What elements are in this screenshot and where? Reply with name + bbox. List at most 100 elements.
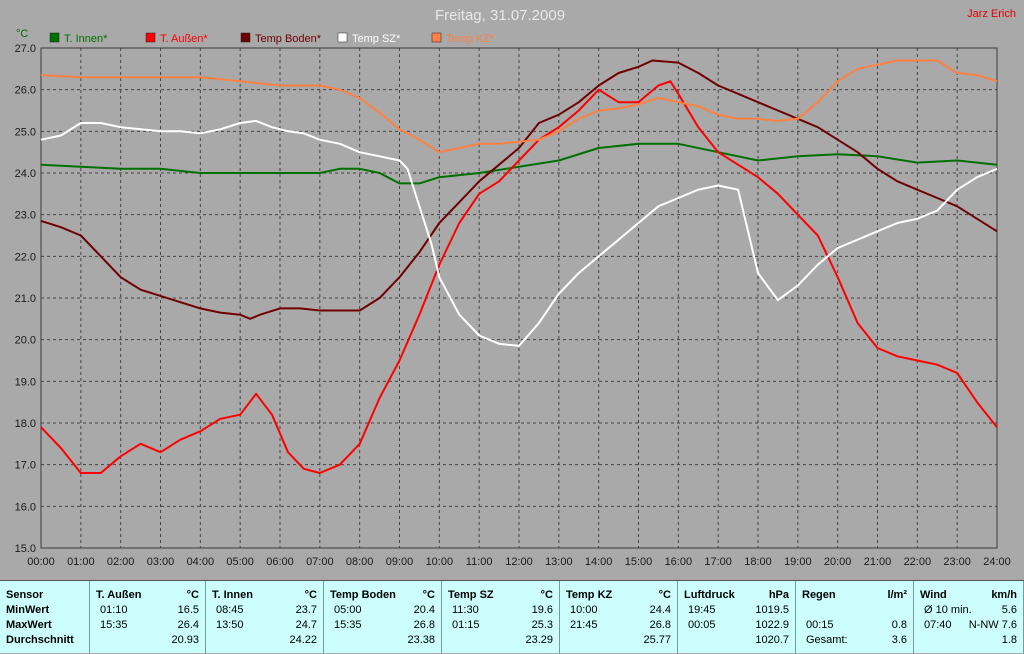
stats-column: Regen l/m² 00:15 0.8 Gesamt: 3.6 (796, 581, 914, 654)
x-tick-label: 00:00 (27, 556, 55, 568)
x-tick-label: 20:00 (824, 556, 852, 568)
y-tick-label: 17.0 (15, 460, 36, 472)
x-tick-label: 05:00 (226, 556, 254, 568)
x-tick-label: 08:00 (346, 556, 374, 568)
stats-column-unit: °C (304, 589, 317, 601)
x-tick-label: 09:00 (386, 556, 414, 568)
stats-min-time: Ø 10 min. (924, 604, 972, 616)
stats-max-row: 00:15 0.8 (796, 619, 913, 633)
x-tick-label: 14:00 (585, 556, 613, 568)
x-tick-label: 18:00 (744, 556, 772, 568)
legend-swatch-1 (145, 32, 156, 43)
stats-column-name: Luftdruck (684, 589, 735, 601)
legend-entry-4: Temp KZ* (446, 33, 495, 45)
x-tick-label: 10:00 (426, 556, 454, 568)
x-tick-label: 06:00 (266, 556, 294, 568)
stats-avg-value: 20.93 (171, 634, 199, 646)
stats-column-unit: °C (186, 589, 199, 601)
legend-swatch-4 (431, 32, 442, 43)
stats-column-name: Temp Boden (330, 589, 396, 601)
series-line-1 (40, 80, 998, 474)
stats-avg-value: 1020.7 (755, 634, 789, 646)
series-line-0 (40, 142, 998, 185)
stats-max-row: 01:15 25.3 (442, 619, 559, 633)
y-tick-label: 19.0 (15, 376, 36, 388)
stats-avg-value: 23.29 (525, 634, 553, 646)
chart: 15.0 16.0 17.0 18.0 19.0 20.0 21.0 22.0 23.0 24.0… (15, 7, 1016, 568)
x-tick-label: 16:00 (665, 556, 693, 568)
stats-column-name: T. Innen (212, 589, 253, 601)
stats-avg-row: 1020.7 (678, 634, 795, 648)
stats-max-value: 26.8 (649, 619, 671, 631)
stats-min-time: 01:10 (100, 604, 128, 616)
stats-column-unit: °C (540, 589, 553, 601)
y-tick-label: 27.0 (15, 43, 36, 55)
stats-avg-row: 1.8 (914, 634, 1023, 648)
y-tick-label: 18.0 (15, 418, 36, 430)
stats-min-time: 11:30 (452, 604, 479, 616)
stats-column-name: T. Außen (96, 589, 142, 601)
stats-min-row: 10:00 24.4 (560, 604, 677, 618)
legend-entry-2: Temp Boden* (255, 33, 322, 45)
stats-max-time: 00:05 (688, 619, 716, 631)
author-label: Jarz Erich (967, 8, 1016, 20)
stats-column: Temp SZ °C 11:30 19.6 01:15 25.3 23.29 (442, 581, 560, 654)
stats-min-row: 19:45 1019.5 (678, 604, 795, 618)
stats-max-value: 24.7 (295, 619, 317, 631)
stats-avg-value: 23.38 (407, 634, 435, 646)
stats-column: T. Innen °C 08:45 23.7 13:50 24.7 24.22 (206, 581, 324, 654)
stats-avg-row: 20.93 (90, 634, 205, 648)
stats-avg-value: 1.8 (1001, 634, 1017, 646)
stats-column-unit: hPa (768, 589, 789, 601)
stats-column-unit: °C (422, 589, 435, 601)
series-line-4 (40, 59, 998, 154)
stats-max-label: MaxWert (6, 619, 52, 631)
stats-max-time: 07:40 (924, 619, 952, 631)
stats-min-value: 5.6 (1001, 604, 1017, 616)
y-axis-unit: °C (16, 28, 28, 40)
stats-avg-row: 24.22 (206, 634, 323, 648)
x-tick-label: 19:00 (784, 556, 812, 568)
x-tick-label: 15:00 (625, 556, 653, 568)
x-tick-label: 21:00 (864, 556, 892, 568)
stats-avg-value: 25.77 (643, 634, 671, 646)
stats-max-row: 13:50 24.7 (206, 619, 323, 633)
stats-avg-row: 25.77 (560, 634, 677, 648)
stats-max-row: 00:05 1022.9 (678, 619, 795, 633)
stats-max-value: 26.4 (177, 619, 199, 631)
stats-column-unit: km/h (991, 589, 1017, 601)
x-tick-label: 01:00 (67, 556, 95, 568)
x-tick-label: 13:00 (545, 556, 573, 568)
y-tick-label: 15.0 (15, 543, 36, 555)
stats-avg-value: 3.6 (891, 634, 907, 646)
y-tick-label: 21.0 (15, 293, 36, 305)
stats-column-name: Temp SZ (448, 589, 494, 601)
y-tick-label: 16.0 (15, 501, 36, 513)
stats-avg-row: 23.29 (442, 634, 559, 648)
x-tick-label: 12:00 (505, 556, 533, 568)
stats-column-unit: l/m² (887, 589, 907, 601)
y-tick-label: 25.0 (15, 126, 36, 138)
stats-max-row: 21:45 26.8 (560, 619, 677, 633)
stats-min-row: 08:45 23.7 (206, 604, 323, 618)
stats-avg-value: 24.22 (289, 634, 317, 646)
x-tick-label: 17:00 (704, 556, 732, 568)
chart-title: Freitag, 31.07.2009 (435, 7, 565, 24)
stats-min-value: 19.6 (531, 604, 553, 616)
stats-column-name: Regen (802, 589, 836, 601)
legend-swatch-2 (240, 32, 251, 43)
x-tick-label: 11:00 (466, 556, 493, 568)
stats-min-value: 20.4 (413, 604, 435, 616)
stats-min-time: 10:00 (570, 604, 598, 616)
stats-max-time: 00:15 (806, 619, 834, 631)
stats-min-value: 1019.5 (755, 604, 789, 616)
series-line-3 (40, 119, 998, 347)
legend-entry-0: T. Innen* (64, 33, 108, 45)
stats-table: Sensor MinWert MaxWert Durchschnitt T. Außen… (0, 580, 1024, 654)
stats-max-value: 0.8 (891, 619, 907, 631)
stats-max-value: 26.8 (413, 619, 435, 631)
stats-max-time: 01:15 (452, 619, 480, 631)
stats-max-value: 1022.9 (755, 619, 789, 631)
legend-swatch-3 (337, 32, 348, 43)
y-tick-label: 22.0 (15, 251, 36, 263)
